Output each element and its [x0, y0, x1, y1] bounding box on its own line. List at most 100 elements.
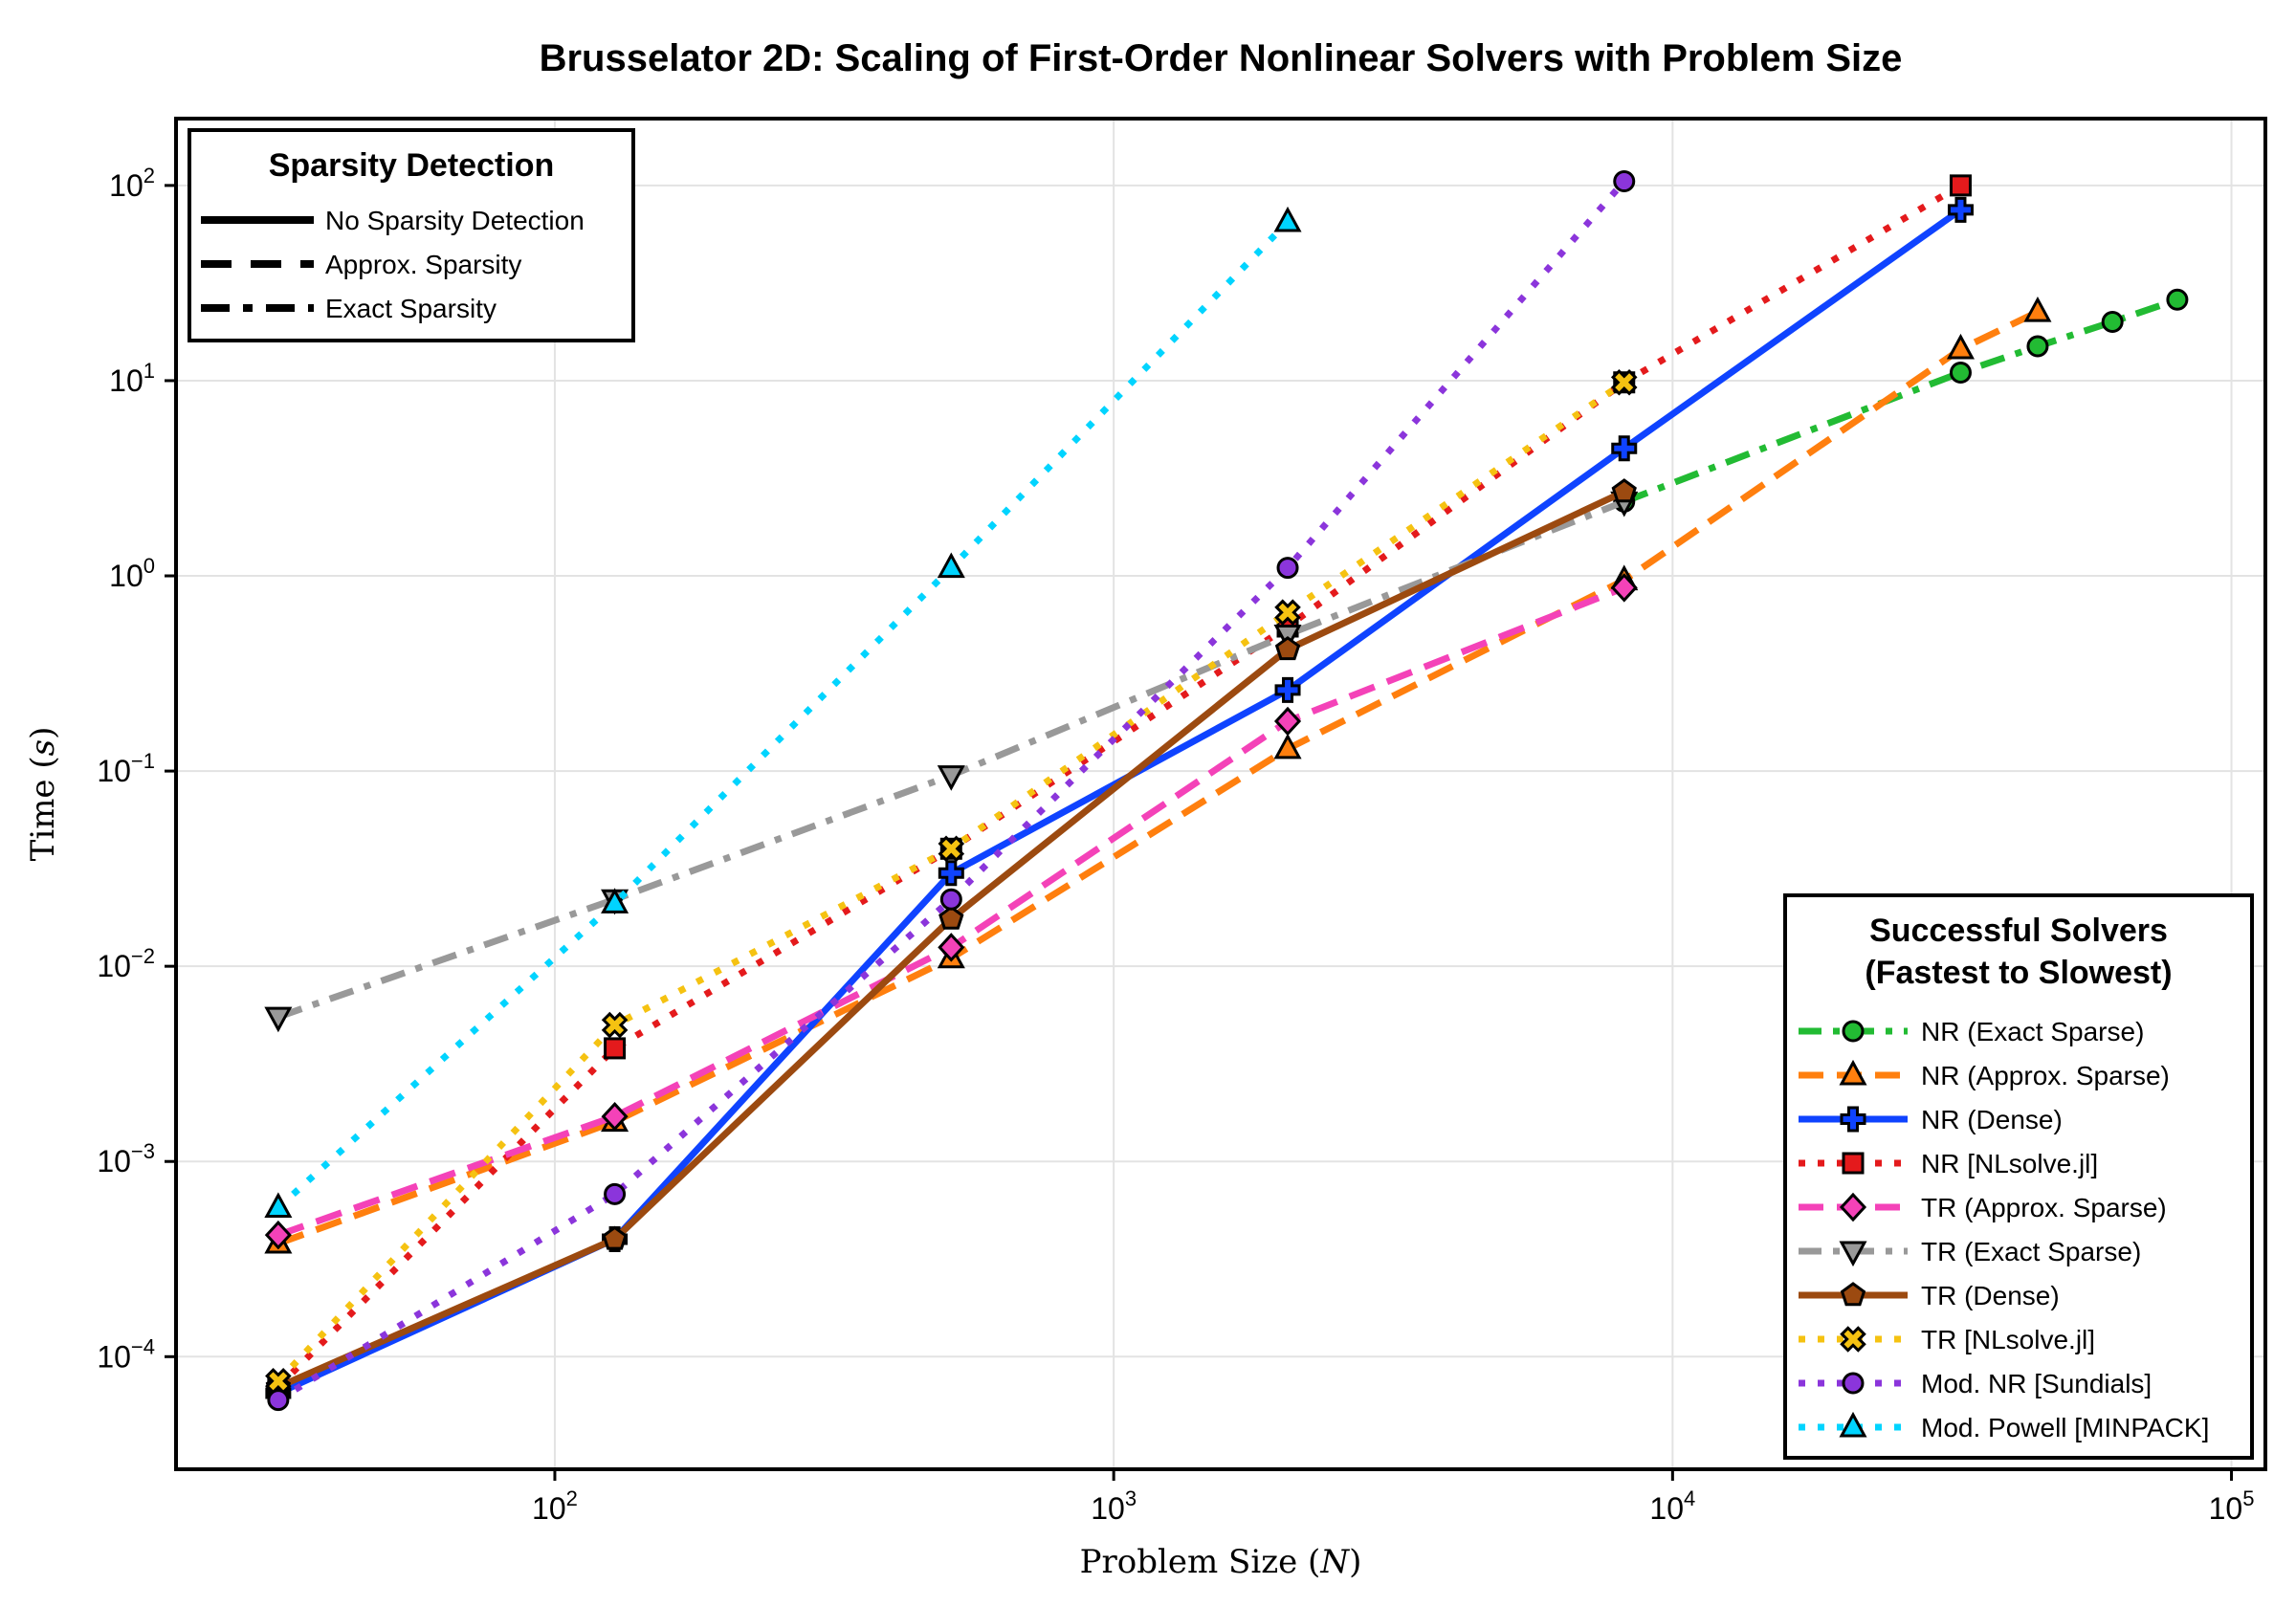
data-point-nr-dense	[1274, 676, 1301, 703]
data-point-nr-nlsolve-jl	[604, 1037, 627, 1060]
data-point-mod-powell-minpack	[264, 1192, 293, 1219]
series-mod-powell-minpack	[264, 206, 1302, 1219]
y-tick-base: 10	[97, 949, 131, 983]
legend-sparsity-box	[188, 128, 635, 342]
plot-frame	[174, 117, 2267, 1471]
y-tick-exp: 0	[144, 554, 155, 578]
data-point-tr-approx-sparse	[264, 1220, 292, 1250]
y-tick-exp: 2	[144, 164, 155, 187]
legend-marker-mod-nr-sundials	[1842, 1372, 1865, 1395]
y-tick-exp: −1	[131, 749, 155, 773]
legend-marker-tr-dense	[1840, 1282, 1866, 1307]
data-point-tr-nlsolve-jl-shape	[1274, 599, 1301, 626]
x-tick-label: 104	[1649, 1486, 1695, 1526]
y-axis-label: Time (s)	[24, 727, 62, 862]
legend-marker-tr-nlsolve-jl-shape	[1840, 1326, 1866, 1353]
y-tick-label: 102	[109, 164, 155, 203]
data-point-tr-nlsolve-jl	[1610, 368, 1638, 396]
y-tick-base: 10	[97, 754, 131, 788]
legend-label-mod-powell-minpack: Mod. Powell [MINPACK]	[1921, 1413, 2209, 1442]
legend-label-nr-nlsolve-jl: NR [NLsolve.jl]	[1921, 1149, 2098, 1178]
legend-label-nr-approx-sparse: NR (Approx. Sparse)	[1921, 1061, 2170, 1090]
data-point-tr-approx-sparse	[938, 933, 965, 962]
legend-style-label: No Sparsity Detection	[325, 206, 585, 235]
legend-style-label: Approx. Sparsity	[325, 250, 521, 279]
y-tick-base: 10	[109, 363, 144, 398]
legend-marker-tr-exact-sparse	[1839, 1241, 1867, 1267]
x-axis-label: Problem Size (N)	[1080, 1543, 1362, 1581]
y-tick-base: 10	[97, 1144, 131, 1178]
data-point-nr-dense	[1947, 196, 1974, 223]
data-point-nr-dense	[938, 860, 964, 887]
data-point-mod-nr-sundials	[1613, 170, 1636, 193]
x-tick-base: 10	[2209, 1491, 2243, 1526]
legend-solvers-box	[1783, 893, 2254, 1460]
legend-style-label: Exact Sparsity	[325, 294, 497, 323]
legend-marker-nr-approx-sparse	[1839, 1059, 1867, 1086]
data-point-mod-nr-sundials	[1276, 557, 1299, 580]
y-tick-base: 10	[97, 1339, 131, 1374]
x-tick-exp: 4	[1684, 1486, 1695, 1510]
x-tick-label: 102	[532, 1486, 578, 1526]
data-point-nr-exact-sparse	[2166, 288, 2189, 311]
x-tick-label: 103	[1091, 1486, 1137, 1526]
data-point-tr-approx-sparse	[1273, 706, 1302, 737]
legend-label-nr-dense: NR (Dense)	[1921, 1105, 2063, 1134]
legend-label-tr-dense: TR (Dense)	[1921, 1281, 2060, 1310]
legend-sparsity-detection: Sparsity Detection No Sparsity Detection A…	[188, 128, 635, 342]
y-tick-exp: −2	[131, 944, 155, 968]
x-tick-base: 10	[532, 1491, 566, 1526]
data-point-tr-approx-sparse	[1610, 573, 1638, 603]
data-point-nr-approx-sparse	[1946, 333, 1975, 360]
x-tick-exp: 2	[566, 1486, 578, 1510]
data-point-tr-nlsolve-jl-shape	[938, 835, 965, 863]
y-tick-label: 10−1	[97, 749, 155, 788]
data-point-nr-approx-sparse	[1273, 733, 1302, 759]
data-point-tr-dense	[602, 1225, 628, 1250]
legend-label-tr-nlsolve-jl: TR [NLsolve.jl]	[1921, 1325, 2095, 1354]
series-mod-nr-sundials	[267, 170, 1636, 1412]
data-point-nr-exact-sparse	[1949, 362, 1972, 385]
y-axis-var: s	[24, 739, 62, 756]
data-point-tr-exact-sparse	[264, 1006, 293, 1033]
y-tick-exp: −3	[131, 1139, 155, 1163]
y-tick-label: 10−3	[97, 1139, 155, 1178]
series-line-nr-nlsolve-jl	[276, 182, 1963, 1390]
data-point-tr-nlsolve-jl	[601, 1011, 629, 1039]
x-tick-base: 10	[1649, 1491, 1684, 1526]
y-tick-base: 10	[109, 559, 144, 593]
data-point-mod-powell-minpack	[601, 888, 629, 914]
legend-marker-nr-dense	[1840, 1106, 1866, 1133]
x-axis-var: N	[1319, 1543, 1350, 1581]
chart-title: Brusselator 2D: Scaling of First-Order N…	[540, 37, 1903, 79]
data-point-mod-nr-sundials	[604, 1182, 627, 1205]
y-tick-base: 10	[109, 168, 144, 203]
data-point-nr-exact-sparse	[2101, 311, 2124, 334]
legend-solvers-title-2: (Fastest to Slowest)	[1865, 955, 2172, 991]
data-point-tr-nlsolve-jl-shape	[1610, 368, 1638, 396]
y-tick-exp: −4	[131, 1334, 155, 1358]
x-tick-exp: 3	[1125, 1486, 1137, 1510]
data-point-tr-nlsolve-jl	[1274, 599, 1301, 626]
x-tick-exp: 5	[2242, 1486, 2254, 1510]
legend-label-tr-exact-sparse: TR (Exact Sparse)	[1921, 1237, 2141, 1266]
data-point-tr-dense	[938, 905, 964, 930]
legend-marker-mod-powell-minpack	[1839, 1411, 1867, 1438]
data-point-mod-nr-sundials	[939, 888, 962, 911]
legend-successful-solvers: Successful Solvers (Fastest to Slowest) NR…	[1783, 893, 2254, 1460]
data-point-tr-dense	[1274, 636, 1301, 661]
data-point-tr-dense	[1611, 478, 1637, 503]
series-layer	[264, 170, 2189, 1412]
series-tr-nlsolve-jl	[265, 368, 1638, 1395]
legend-sparsity-title: Sparsity Detection	[269, 147, 555, 184]
data-point-mod-powell-minpack	[937, 552, 965, 579]
y-tick-label: 10−2	[97, 944, 155, 983]
y-tick-exp: 1	[144, 359, 155, 383]
legend-marker-nr-exact-sparse	[1842, 1020, 1865, 1043]
series-line-mod-powell-minpack	[276, 219, 1291, 1211]
data-point-mod-nr-sundials	[267, 1389, 290, 1412]
y-tick-label: 10−4	[97, 1334, 155, 1374]
legend-label-mod-nr-sundials: Mod. NR [Sundials]	[1921, 1369, 2152, 1398]
